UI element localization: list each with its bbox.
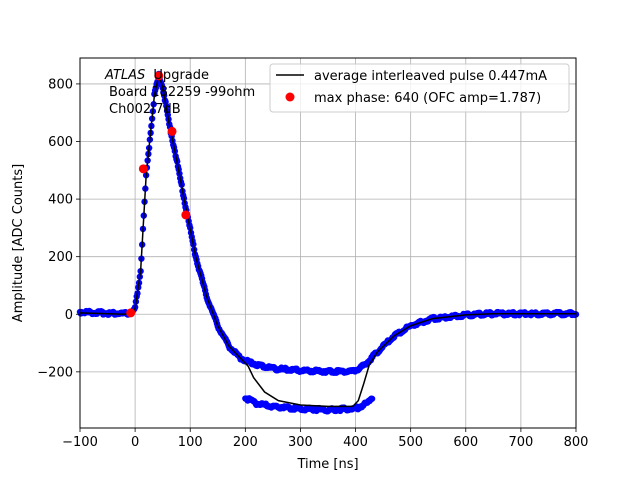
atlas-annotation: ATLAS Upgrade Board 182259 -99ohm Ch002 …	[104, 68, 255, 117]
data-series	[76, 70, 580, 415]
legend-marker-swatch	[285, 92, 295, 102]
max-phase-point	[126, 308, 136, 318]
svg-text:ATLAS Upgrade: ATLAS Upgrade	[104, 68, 209, 83]
x-tick-label: 800	[564, 435, 589, 450]
x-tick-label: 400	[343, 435, 368, 450]
x-tick-label: 200	[233, 435, 258, 450]
x-tick-label: 700	[508, 435, 533, 450]
y-tick-label: 800	[48, 77, 73, 92]
y-tick-label: −200	[37, 365, 73, 380]
x-tick-label: 300	[288, 435, 313, 450]
axis-ticks: −100 0 100 200 300 400 500 600 700 800 −200 0 200 400…	[37, 77, 588, 450]
x-tick-label: −100	[62, 435, 98, 450]
legend: average interleaved pulse 0.447mA max ph…	[269, 63, 570, 113]
board-label: Board 182259 -99ohm	[109, 85, 255, 100]
x-tick-label: 100	[178, 435, 203, 450]
legend-entry-average-pulse: average interleaved pulse 0.447mA	[314, 69, 547, 84]
y-tick-label: 400	[48, 193, 73, 208]
x-tick-label: 0	[131, 435, 139, 450]
y-tick-label: 200	[48, 250, 73, 265]
channel-label: Ch002 7dB	[109, 102, 181, 117]
sample-points-2	[242, 395, 376, 415]
upgrade-label: Upgrade	[153, 68, 209, 83]
atlas-label: ATLAS	[104, 68, 145, 83]
y-axis-label: Amplitude [ADC Counts]	[11, 164, 26, 322]
x-tick-label: 500	[398, 435, 423, 450]
x-tick-label: 600	[453, 435, 478, 450]
plot-frame	[79, 57, 577, 429]
y-tick-label: 0	[65, 308, 73, 323]
y-tick-label: 600	[48, 135, 73, 150]
max-phase-point	[167, 126, 177, 136]
legend-entry-max-phase: max phase: 640 (OFC amp=1.787)	[314, 91, 541, 106]
legend-box	[269, 63, 570, 113]
max-phase-point	[181, 210, 191, 220]
max-phase-points	[126, 71, 191, 318]
x-axis-label: Time [ns]	[296, 457, 358, 472]
average-pulse-line	[79, 72, 576, 408]
max-phase-point	[138, 164, 148, 174]
sample-point	[368, 395, 376, 402]
max-phase-point	[154, 71, 164, 81]
